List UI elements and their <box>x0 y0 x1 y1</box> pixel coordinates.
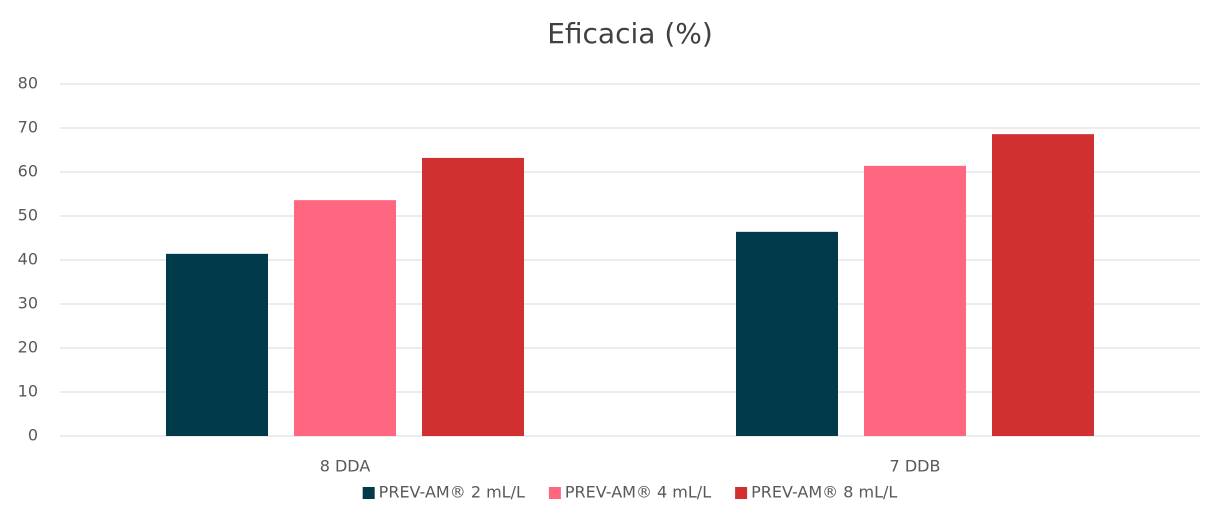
y-tick-label: 0 <box>28 426 38 445</box>
y-tick-label: 70 <box>18 118 38 137</box>
bar <box>736 231 838 436</box>
y-tick-label: 10 <box>18 382 38 401</box>
y-tick-label: 50 <box>18 206 38 225</box>
legend-label: PREV-AM® 8 mL/L <box>751 483 897 502</box>
legend-label: PREV-AM® 2 mL/L <box>379 483 525 502</box>
legend-label: PREV-AM® 4 mL/L <box>565 483 711 502</box>
bar <box>992 134 1094 436</box>
bar <box>422 157 524 437</box>
y-tick-label: 40 <box>18 250 38 269</box>
chart-title: Eficacia (%) <box>547 17 713 50</box>
bar <box>294 200 396 436</box>
y-tick-label: 60 <box>18 162 38 181</box>
y-tick-label: 30 <box>18 294 38 313</box>
bar <box>864 165 966 436</box>
legend-swatch <box>362 487 375 499</box>
bar <box>166 253 268 436</box>
x-tick-label: 7 DDB <box>890 457 941 476</box>
y-tick-label: 80 <box>18 74 38 93</box>
legend-swatch <box>735 487 748 499</box>
x-tick-label: 8 DDA <box>320 457 371 476</box>
legend-swatch <box>548 487 561 499</box>
y-tick-label: 20 <box>18 338 38 357</box>
